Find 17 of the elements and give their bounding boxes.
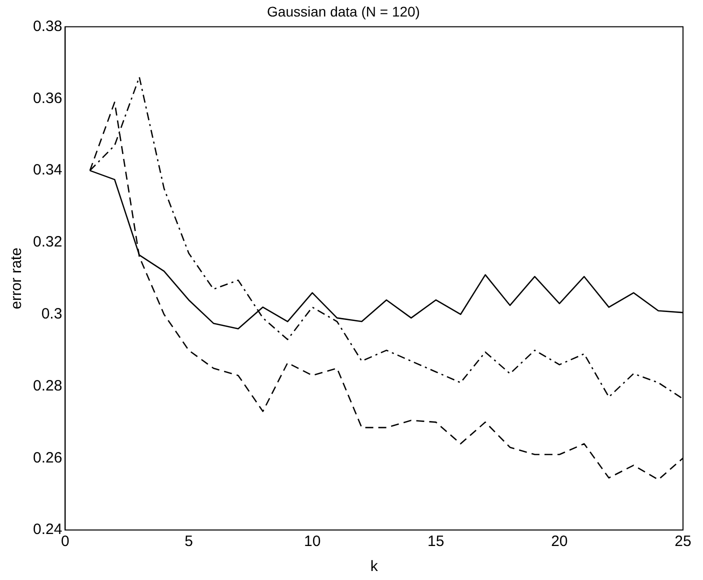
x-tick-label: 5 bbox=[184, 533, 193, 550]
y-tick-label: 0.3 bbox=[41, 305, 62, 322]
y-tick-label: 0.34 bbox=[32, 162, 62, 179]
y-tick-label: 0.26 bbox=[32, 449, 62, 466]
x-tick-label: 0 bbox=[61, 533, 70, 550]
x-tick-label: 20 bbox=[551, 533, 568, 550]
y-tick-label: 0.32 bbox=[32, 234, 62, 251]
x-tick-label: 10 bbox=[304, 533, 321, 550]
x-axis-title: k bbox=[370, 558, 378, 576]
x-tick-label: 15 bbox=[428, 533, 444, 550]
y-tick-label: 0.36 bbox=[32, 90, 62, 107]
y-tick-label: 0.38 bbox=[32, 18, 62, 35]
chart-title: Gaussian data (N = 120) bbox=[267, 3, 420, 20]
y-tick-label: 0.28 bbox=[32, 377, 62, 394]
y-axis-title: error rate bbox=[8, 248, 26, 310]
y-tick-label: 0.24 bbox=[32, 521, 62, 538]
x-tick-label: 25 bbox=[674, 533, 692, 550]
